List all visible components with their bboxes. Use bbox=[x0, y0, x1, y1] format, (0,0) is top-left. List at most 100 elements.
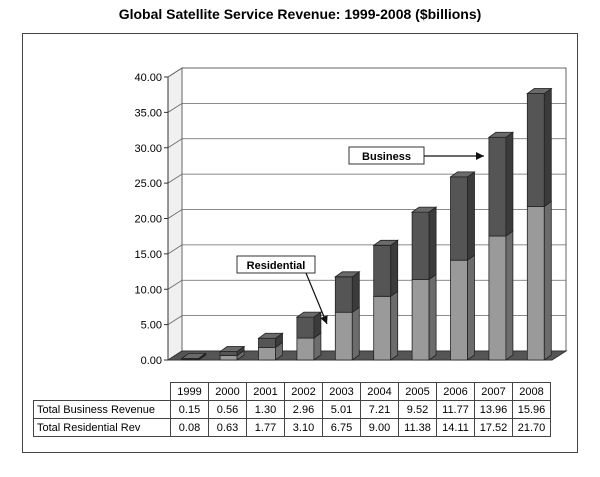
gridline bbox=[167, 315, 566, 325]
bar-residential-side bbox=[505, 230, 514, 361]
y-tick-label: 10.00 bbox=[134, 284, 162, 296]
bar-business bbox=[334, 276, 353, 313]
y-tick-label: 5.00 bbox=[141, 320, 162, 332]
y-tick-label: 20.00 bbox=[134, 214, 162, 226]
bar-business-side bbox=[543, 87, 552, 208]
table-cell: 7.21 bbox=[360, 400, 399, 419]
bar-business-top bbox=[372, 239, 399, 246]
bar-residential bbox=[334, 311, 353, 361]
table-cell: 6.75 bbox=[322, 418, 361, 437]
gridline bbox=[167, 279, 566, 290]
table-cell: 11.77 bbox=[436, 400, 475, 419]
table-cell: 15.96 bbox=[512, 400, 551, 419]
table-header-cell: 2004 bbox=[360, 382, 399, 401]
bar-residential-side bbox=[543, 200, 552, 361]
gridline bbox=[167, 209, 566, 219]
bar-residential bbox=[450, 259, 468, 361]
bar-residential-side bbox=[351, 306, 360, 361]
callout-business-label: Business bbox=[362, 151, 411, 163]
callout-residential-arrow-head bbox=[320, 315, 328, 324]
bar-residential bbox=[411, 279, 430, 361]
table-header-cell: 2006 bbox=[436, 382, 475, 401]
table-row: Total Business Revenue 0.15 0.56 1.30 2.96 5.… bbox=[33, 400, 551, 419]
table-header-cell: 2001 bbox=[246, 382, 285, 401]
bar-business-top bbox=[334, 271, 361, 278]
table-cell: 0.56 bbox=[208, 400, 247, 419]
y-tick-label: 15.00 bbox=[134, 249, 162, 261]
gridline bbox=[167, 244, 566, 255]
table-row: Total Residential Rev 0.08 0.63 1.77 3.10 6.7… bbox=[33, 418, 551, 437]
y-tick-label: 30.00 bbox=[134, 143, 162, 155]
table-header-cell: 1999 bbox=[170, 382, 209, 401]
table-cell: 0.15 bbox=[170, 400, 209, 419]
bar-business bbox=[258, 337, 276, 348]
table-cell: 9.52 bbox=[398, 400, 437, 419]
bar-residential bbox=[488, 235, 507, 361]
table-cell: 0.08 bbox=[170, 418, 209, 437]
bar-business-top bbox=[526, 88, 553, 94]
callout-residential-box bbox=[236, 255, 316, 274]
table-cell: 13.96 bbox=[474, 400, 513, 419]
table-header-cell: 2003 bbox=[322, 382, 361, 401]
callout-residential-arrow-line bbox=[305, 272, 328, 325]
table-corner bbox=[34, 383, 171, 401]
table-row-label: Total Business Revenue bbox=[33, 400, 171, 419]
table-cell: 0.63 bbox=[208, 418, 247, 437]
bar-business-top bbox=[449, 171, 476, 178]
table-row-label: Total Residential Rev bbox=[33, 418, 171, 437]
table-header-cell: 2005 bbox=[398, 382, 437, 401]
bar-residential bbox=[258, 347, 276, 361]
table-cell: 2.96 bbox=[284, 400, 323, 419]
bar-business-side bbox=[467, 171, 475, 261]
bar-business bbox=[373, 244, 392, 297]
table-cell: 14.11 bbox=[436, 418, 475, 437]
bar-business bbox=[296, 316, 315, 339]
bar-business-side bbox=[428, 206, 437, 281]
bar-business-top bbox=[295, 311, 323, 318]
bar-business-top bbox=[257, 332, 284, 339]
bar-business-top bbox=[487, 131, 515, 138]
data-table: 1999 2000 2001 2002 2003 2004 2005 2006 2007 2008… bbox=[33, 382, 551, 437]
bar-business-top bbox=[410, 206, 438, 213]
bar-business bbox=[411, 211, 430, 280]
table-header-row: 1999 2000 2001 2002 2003 2004 2005 2006 2007 2008 bbox=[34, 382, 551, 401]
table-header-cell: 2002 bbox=[284, 382, 323, 401]
bar-business bbox=[488, 136, 507, 237]
bar-residential-side bbox=[428, 273, 437, 361]
bar-business bbox=[219, 351, 238, 356]
table-cell: 9.00 bbox=[360, 418, 399, 437]
gridline bbox=[167, 102, 566, 113]
table-cell: 11.38 bbox=[398, 418, 437, 437]
gridline bbox=[167, 138, 566, 149]
bar-business bbox=[450, 176, 468, 261]
chart-title: Global Satellite Service Revenue: 1999-2… bbox=[118, 6, 482, 22]
bar-residential bbox=[296, 337, 315, 361]
table-cell: 1.77 bbox=[246, 418, 285, 437]
table-cell: 1.30 bbox=[246, 400, 285, 419]
table-cell: 21.70 bbox=[512, 418, 551, 437]
table-cell: 5.01 bbox=[322, 400, 361, 419]
bar-residential bbox=[526, 206, 545, 361]
table-header-cell: 2007 bbox=[474, 382, 513, 401]
callout-residential-label: Residential bbox=[247, 260, 306, 272]
table-header-cell: 2000 bbox=[208, 382, 247, 401]
bar-business-top bbox=[218, 346, 246, 352]
table-cell: 3.10 bbox=[284, 418, 323, 437]
table-header-cell: 2008 bbox=[512, 382, 551, 401]
y-tick-label: 0.00 bbox=[141, 355, 162, 367]
chart-frame bbox=[22, 33, 578, 453]
bar-business-side bbox=[351, 271, 360, 314]
bar-residential-side bbox=[390, 290, 399, 361]
bar-business bbox=[526, 93, 545, 207]
callout-business-arrow-head bbox=[476, 152, 484, 160]
table-cell: 17.52 bbox=[474, 418, 513, 437]
bar-residential bbox=[373, 295, 392, 361]
bar-business-top bbox=[180, 352, 207, 359]
y-tick-label: 25.00 bbox=[134, 178, 162, 190]
bar-residential-side bbox=[467, 254, 475, 361]
gridline bbox=[167, 67, 566, 78]
bar-residential bbox=[219, 355, 238, 361]
bar-business-side bbox=[390, 239, 399, 298]
y-tick-label: 35.00 bbox=[134, 107, 162, 119]
